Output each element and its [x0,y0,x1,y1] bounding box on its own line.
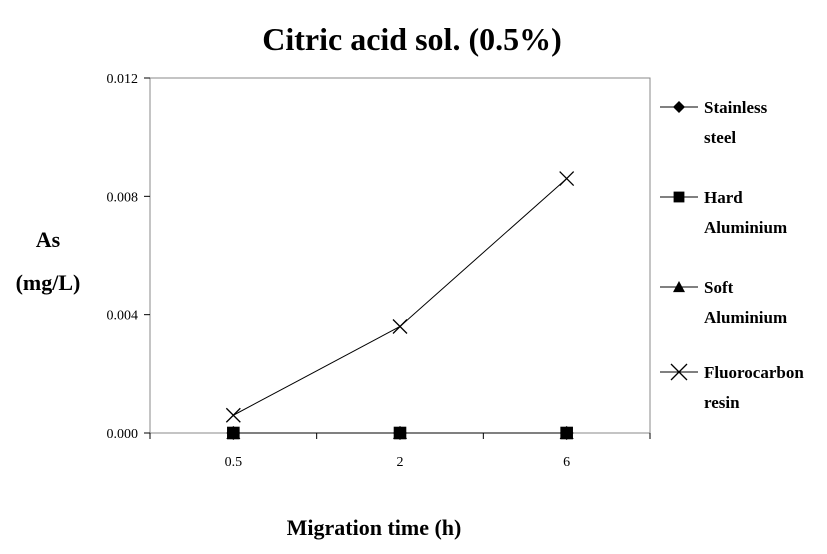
chart-title: Citric acid sol. (0.5%) [262,21,562,57]
legend: Stainless steel Hard Aluminium Soft Aluminium… [660,98,804,412]
y-axis-title-line-2: (mg/L) [16,270,81,295]
data-point [225,407,241,423]
data-point [393,426,407,439]
legend-label: Hard [704,188,743,207]
series-line [233,178,567,416]
legend-entry: Hard Aluminium [660,188,787,237]
legend-entry: Stainless steel [660,98,768,147]
legend-label: Soft [704,278,734,297]
y-tick-label: 0.000 [107,427,139,442]
legend-marker [673,101,685,113]
y-tick-label: 0.012 [107,72,139,87]
y-tick-label: 0.004 [107,309,139,324]
x-axis-title: Migration time (h) [287,515,462,540]
x-axis: 0.5 2 6 [149,433,651,470]
plot-area [149,77,651,434]
legend-marker [673,191,685,203]
legend-marker [670,363,688,381]
x-tick-label: 0.5 [225,455,243,470]
series-layer [225,171,575,440]
y-tick-label: 0.008 [107,190,139,205]
data-point [392,319,408,334]
legend-label: Aluminium [704,308,787,327]
legend-marker [673,281,685,293]
legend-label: Fluorocarbon [704,363,804,382]
legend-label: steel [704,128,736,147]
data-point [559,171,575,187]
legend-entry: Soft Aluminium [660,278,787,327]
legend-label: Stainless [704,98,768,117]
data-point [559,426,574,439]
data-point [226,426,241,439]
x-tick-label: 6 [563,455,570,470]
y-axis: 0.000 0.004 0.008 0.012 [107,72,150,442]
series-cross [225,171,575,423]
series-triangle [226,426,574,439]
legend-label: resin [704,393,740,412]
legend-label: Aluminium [704,218,787,237]
legend-entry: Fluorocarbon resin [660,363,804,412]
x-tick-label: 2 [397,455,404,470]
y-axis-title-line-1: As [36,227,61,252]
